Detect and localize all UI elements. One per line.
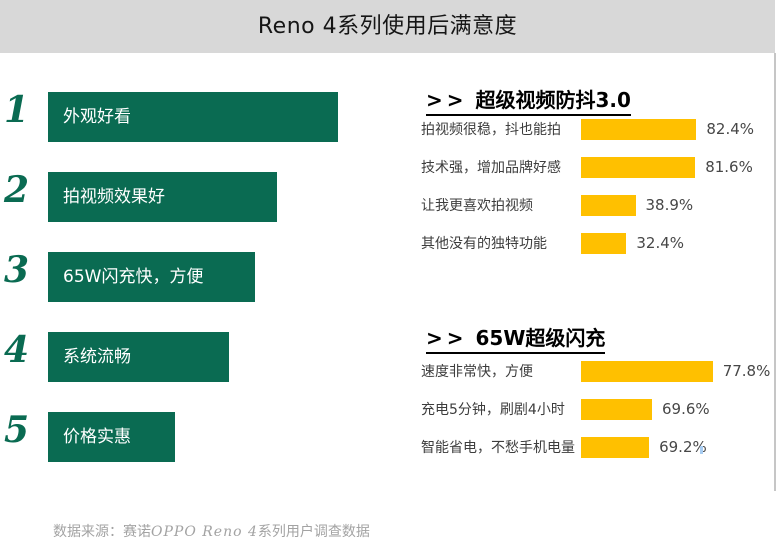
hbar-bar (581, 232, 627, 254)
hbar-row: 让我更喜欢拍视频 38.9% (421, 186, 754, 224)
hbar-bar (581, 194, 636, 216)
double-chevron-icon: >> (426, 326, 468, 350)
rank-number: 3 (4, 249, 30, 291)
source-suffix: 系列用户调查数据 (257, 524, 370, 540)
page-title: Reno 4系列使用后满意度 (257, 14, 518, 39)
hbar-row: 其他没有的独特功能 32.4% (421, 224, 754, 262)
source-prefix: 数据来源：赛诺 (53, 524, 151, 540)
hbar-value-label: 32.4% (636, 234, 685, 252)
hbar-bar (581, 436, 650, 458)
rank-bar: 系统流畅 (48, 332, 229, 382)
slide-title-bar: Reno 4系列使用后满意度 (0, 0, 775, 53)
hbar-category-label: 充电5分钟，刷剧4小时 (421, 402, 565, 418)
chart-title: >> 65W超级闪充 (426, 322, 606, 354)
hbar-value-label: 69.6% (662, 400, 710, 418)
hbar-bar (581, 360, 713, 382)
chart-title-text: 65W超级闪充 (475, 326, 606, 350)
rank-row: 1 外观好看 (4, 92, 338, 142)
slide-edge-line (774, 53, 776, 491)
rank-bar: 65W闪充快，方便 (48, 252, 255, 302)
rank-row: 4 系统流畅 (4, 332, 338, 382)
hbar-row: 速度非常快，方便 77.8% (421, 352, 770, 390)
hbar-value-label: 38.9% (645, 196, 694, 214)
hbar-value-label: 82.4% (706, 120, 755, 138)
video-stabilization-chart: >> 超级视频防抖3.0 拍视频很稳，抖也能拍 82.4% 技术强，增加品牌好感 81.… (421, 84, 775, 254)
hbar-row: 智能省电，不愁手机电量 69.2% (421, 428, 770, 466)
hbar-category-label: 技术强，增加品牌好感 (421, 160, 561, 176)
rank-bar: 外观好看 (48, 92, 338, 142)
chart-rows: 拍视频很稳，抖也能拍 82.4% 技术强，增加品牌好感 81.6% 让我更喜欢拍视频 38… (421, 110, 754, 262)
hbar-value-label: 69.2% (659, 438, 707, 456)
rank-number: 4 (4, 329, 30, 371)
hbar-category-label: 拍视频很稳，抖也能拍 (421, 122, 561, 138)
hbar-row: 技术强，增加品牌好感 81.6% (421, 148, 754, 186)
hbar-bar (581, 398, 652, 420)
chart-title: >> 超级视频防抖3.0 (426, 84, 631, 116)
hbar-category-label: 速度非常快，方便 (421, 364, 533, 380)
ranking-chart: 1 外观好看 2 拍视频效果好 3 65W闪充快，方便 4 系统流畅 5 价格实惠 (4, 92, 338, 492)
data-source-note: 数据来源：赛诺OPPO Reno 4系列用户调查数据 (53, 521, 370, 541)
chart-title-text: 超级视频防抖3.0 (475, 88, 631, 112)
rank-row: 3 65W闪充快，方便 (4, 252, 338, 302)
chart-rows: 速度非常快，方便 77.8% 充电5分钟，刷剧4小时 69.6% 智能省电，不愁手机电量… (421, 352, 770, 466)
rank-bar: 拍视频效果好 (48, 172, 277, 222)
hbar-value-label: 81.6% (705, 158, 753, 176)
hbar-bar (581, 156, 696, 178)
hbar-bar (581, 118, 697, 140)
rank-number: 5 (4, 409, 30, 451)
text-cursor-artifact (700, 446, 703, 454)
double-chevron-icon: >> (426, 88, 468, 112)
hbar-category-label: 智能省电，不愁手机电量 (421, 440, 575, 456)
hbar-row: 充电5分钟，刷剧4小时 69.6% (421, 390, 770, 428)
rank-bar: 价格实惠 (48, 412, 175, 462)
hbar-category-label: 让我更喜欢拍视频 (421, 198, 533, 214)
hbar-row: 拍视频很稳，抖也能拍 82.4% (421, 110, 754, 148)
hbar-value-label: 77.8% (722, 362, 771, 380)
rank-row: 2 拍视频效果好 (4, 172, 338, 222)
rank-number: 2 (4, 169, 30, 211)
rank-row: 5 价格实惠 (4, 412, 338, 462)
source-brand: OPPO Reno 4 (151, 524, 258, 540)
hbar-category-label: 其他没有的独特功能 (421, 236, 547, 252)
flash-charge-chart: >> 65W超级闪充 速度非常快，方便 77.8% 充电5分钟，刷剧4小时 69.6% 智… (421, 322, 775, 458)
rank-number: 1 (4, 89, 30, 131)
